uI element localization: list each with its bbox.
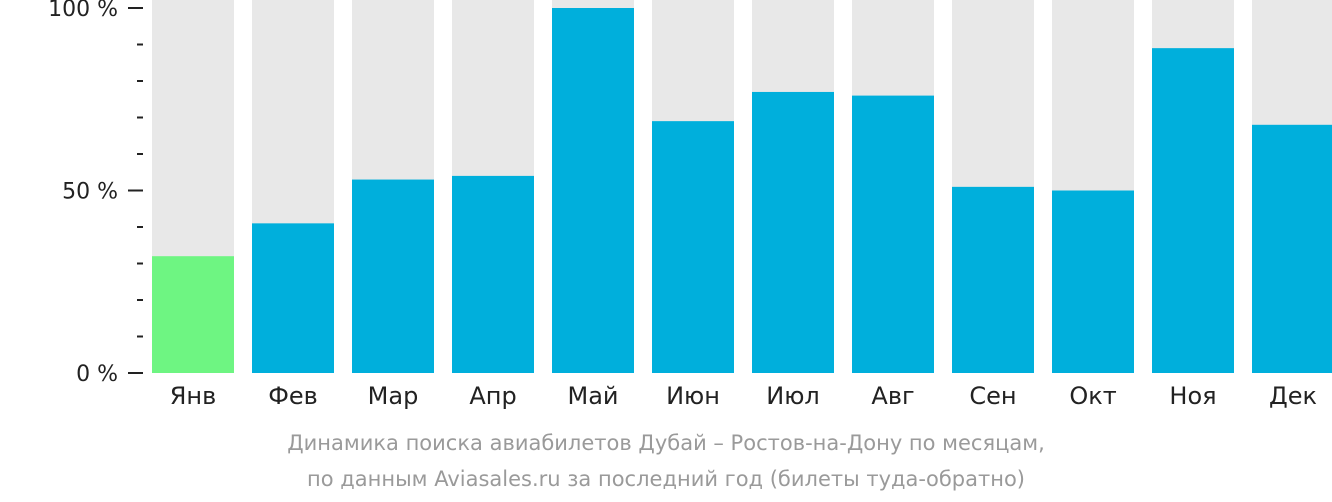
bar-10 — [1052, 190, 1134, 373]
bar-8 — [852, 95, 934, 373]
x-tick-label: Июл — [766, 382, 820, 410]
bar-9 — [952, 186, 1034, 373]
x-tick-label: Окт — [1069, 382, 1116, 410]
chart-caption-line1: Динамика поиска авиабилетов Дубай – Рост… — [287, 431, 1045, 455]
y-tick-label: 100 % — [48, 0, 118, 22]
x-tick-label: Ноя — [1169, 382, 1216, 410]
x-tick-label: Дек — [1269, 382, 1317, 410]
bar-2 — [252, 223, 334, 373]
x-tick-label: Апр — [469, 382, 516, 410]
x-tick-label: Сен — [969, 382, 1016, 410]
x-tick-label: Авг — [871, 382, 914, 410]
x-tick-label: Фев — [268, 382, 318, 410]
x-tick-label: Мар — [368, 382, 419, 410]
bar-3 — [352, 179, 434, 373]
y-tick-label: 0 % — [76, 362, 118, 387]
chart-caption-line2: по данным Aviasales.ru за последний год … — [307, 467, 1025, 491]
bar-11 — [1152, 48, 1234, 374]
x-tick-label: Май — [567, 382, 618, 410]
bar-6 — [652, 121, 734, 374]
bar-4 — [452, 175, 534, 373]
bar-1 — [152, 256, 234, 373]
x-tick-label: Июн — [666, 382, 720, 410]
bar-5 — [552, 8, 634, 373]
bar-12 — [1252, 124, 1332, 373]
y-tick-label: 50 % — [62, 180, 118, 205]
bar-7 — [752, 91, 834, 373]
x-tick-label: Янв — [170, 382, 217, 410]
